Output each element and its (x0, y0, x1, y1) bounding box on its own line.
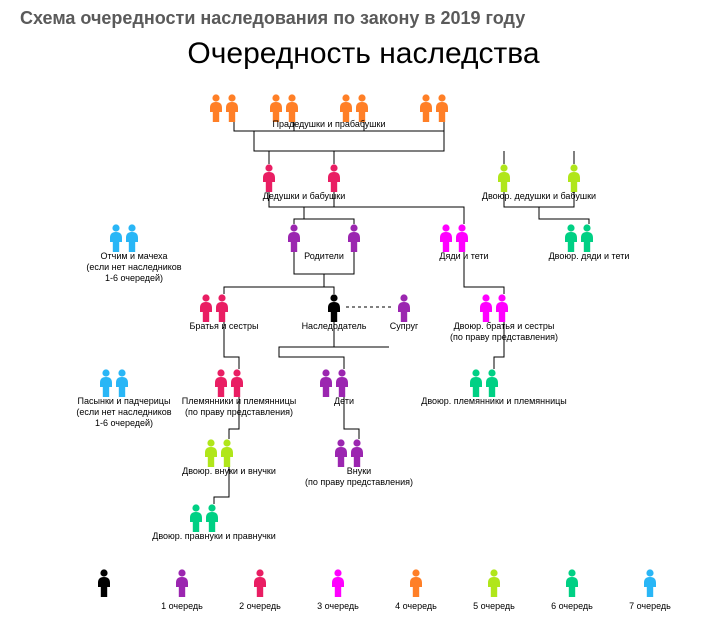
vnuki-person-a (335, 439, 347, 467)
legend-label-7: 7 очередь (629, 601, 671, 611)
legend-label-3: 3 очередь (317, 601, 359, 611)
label-pasynki2: (если нет наследников (76, 407, 171, 417)
testator-person (328, 294, 340, 322)
legend-person-5 (488, 569, 500, 597)
label-dedushki: Дедушки и бабушки (262, 191, 344, 201)
pasynki-person-b (116, 369, 128, 397)
diagram-title: Очередность наследства (0, 33, 727, 79)
label-roditeli: Родители (304, 251, 344, 261)
legend-person-6 (566, 569, 578, 597)
label-pasynki1: Пасынки и падчерицы (77, 396, 170, 406)
deti-person-b (336, 369, 348, 397)
dvprav-person-a (190, 504, 202, 532)
dvded1-person (498, 164, 510, 192)
legend-label-5: 5 очередь (473, 601, 515, 611)
legend-person-0 (98, 569, 110, 597)
pra3-person-b (356, 94, 368, 122)
label-dv_vnuki: Двоюр. внуки и внучки (182, 466, 276, 476)
dvplem-person-a (470, 369, 482, 397)
legend-person-4 (410, 569, 422, 597)
dyadi-person-a (440, 224, 452, 252)
label-otcim1: Отчим и мачеха (100, 251, 167, 261)
legend-person-3 (332, 569, 344, 597)
label-dv_plemyanniki: Двоюр. племянники и племянницы (421, 396, 566, 406)
connector-line (294, 219, 304, 224)
page-title: Схема очередности наследования по закону… (0, 0, 727, 33)
plem-person-b (231, 369, 243, 397)
legend-label-6: 6 очередь (551, 601, 593, 611)
label-pasynki3: 1-6 очередей) (94, 418, 152, 428)
label-pradedushki: Прадедушки и прабабушки (272, 119, 385, 129)
label-dv_pravnuki: Двоюр. правнуки и правнучки (152, 531, 275, 541)
pra2-person-b (286, 94, 298, 122)
connector-line (279, 347, 344, 369)
label-deti: Дети (334, 396, 354, 406)
pasynki-person-a (100, 369, 112, 397)
label-dv_dedushki: Двоюр. дедушки и бабушки (481, 191, 595, 201)
label-nasledodatel: Наследодатель (301, 321, 366, 331)
dvdyadi-person-b (581, 224, 593, 252)
ded2-person (328, 164, 340, 192)
dvvnuki-person-a (205, 439, 217, 467)
label-otcim3: 1-6 очередей) (104, 273, 162, 283)
label-dv_bratya1: Двоюр. братья и сестры (453, 321, 554, 331)
connector-line (324, 287, 334, 294)
suprug-person (398, 294, 410, 322)
label-plemyanniki2: (по праву представления) (184, 407, 292, 417)
label-plemyanniki1: Племянники и племянницы (181, 396, 296, 406)
connector-line (539, 207, 589, 224)
pra3-person-a (340, 94, 352, 122)
vnuki-person-b (351, 439, 363, 467)
ded1-person (263, 164, 275, 192)
plem-person-a (215, 369, 227, 397)
label-dyadi: Дяди и тети (439, 251, 488, 261)
dvprav-person-b (206, 504, 218, 532)
legend-person-1 (176, 569, 188, 597)
brat-person-a (200, 294, 212, 322)
pra1-person-a (210, 94, 222, 122)
legend-person-7 (644, 569, 656, 597)
connector-line (254, 131, 444, 151)
deti-person-a (320, 369, 332, 397)
dvded2-person (568, 164, 580, 192)
otcim-person-a (110, 224, 122, 252)
dyadi-person-b (456, 224, 468, 252)
connector-line (304, 207, 354, 224)
legend-label-4: 4 очередь (395, 601, 437, 611)
pra4-person-b (436, 94, 448, 122)
legend-label-1: 1 очередь (161, 601, 203, 611)
otcim-person-b (126, 224, 138, 252)
label-dv_dyadi: Двоюр. дяди и тети (548, 251, 629, 261)
dvdyadi-person-a (565, 224, 577, 252)
dvbrat-person-b (496, 294, 508, 322)
label-dv_bratya2: (по праву представления) (449, 332, 557, 342)
pra4-person-a (420, 94, 432, 122)
rod1-person (288, 224, 300, 252)
dvbrat-person-a (480, 294, 492, 322)
pra2-person-a (270, 94, 282, 122)
connector-line (224, 274, 324, 294)
legend-person-2 (254, 569, 266, 597)
inheritance-diagram: Прадедушки и прабабушки Дедушки и бабушки… (14, 79, 714, 619)
label-bratya: Братья и сестры (189, 321, 258, 331)
brat-person-b (216, 294, 228, 322)
label-vnuki2: (по праву представления) (304, 477, 412, 487)
label-vnuki1: Внуки (346, 466, 370, 476)
dvplem-person-b (486, 369, 498, 397)
label-otcim2: (если нет наследников (86, 262, 181, 272)
label-suprug: Супруг (389, 321, 418, 331)
rod2-person (348, 224, 360, 252)
legend-label-2: 2 очередь (239, 601, 281, 611)
pra1-person-b (226, 94, 238, 122)
dvvnuki-person-b (221, 439, 233, 467)
